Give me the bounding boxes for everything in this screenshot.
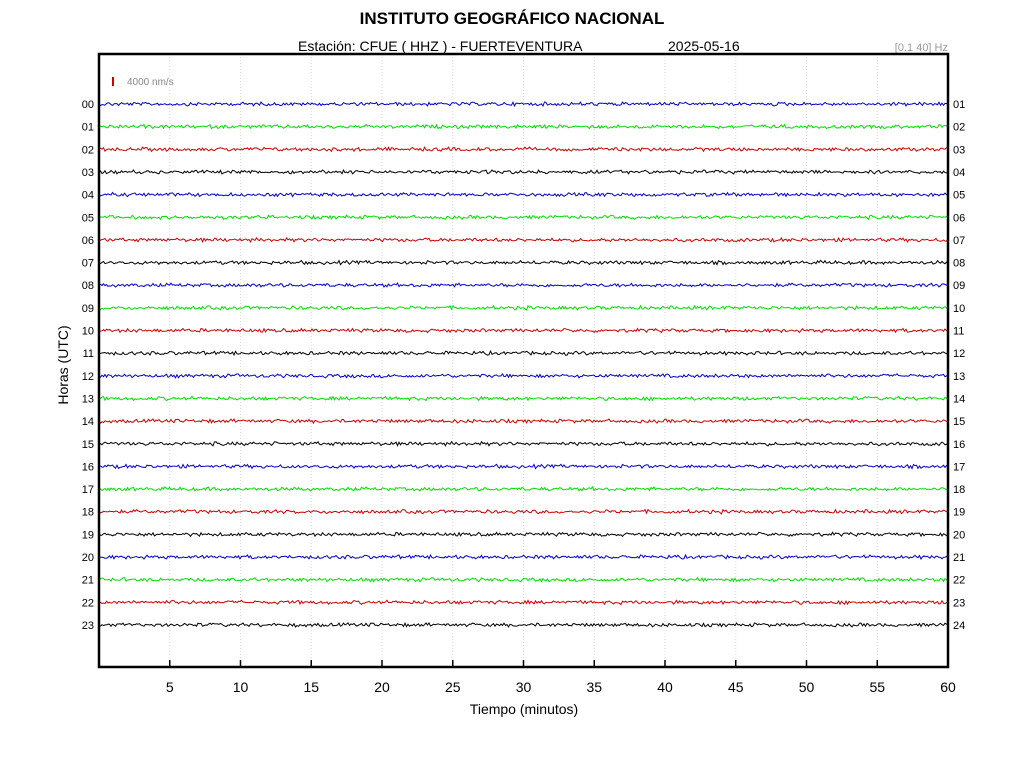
seismic-trace <box>98 531 949 538</box>
x-tick-label: 20 <box>374 679 390 695</box>
row-label-left: 20 <box>82 552 94 564</box>
row-label-right: 05 <box>953 190 965 202</box>
seismic-trace <box>98 123 949 130</box>
row-label-right: 16 <box>953 439 965 451</box>
row-label-left: 08 <box>82 280 94 292</box>
row-label-left: 02 <box>82 144 94 156</box>
row-label-right: 01 <box>953 99 965 111</box>
row-label-right: 03 <box>953 144 965 156</box>
row-label-right: 18 <box>953 484 965 496</box>
row-label-right: 17 <box>953 461 965 473</box>
row-label-right: 15 <box>953 416 965 428</box>
row-label-right: 08 <box>953 258 965 270</box>
chart-title: INSTITUTO GEOGRÁFICO NACIONAL <box>359 9 665 28</box>
x-tick-label: 55 <box>869 679 885 695</box>
row-label-left: 19 <box>82 529 94 541</box>
row-label-left: 21 <box>82 575 94 587</box>
row-label-left: 23 <box>82 620 94 632</box>
grid-lines <box>169 54 878 667</box>
seismic-trace <box>98 214 948 221</box>
seismic-trace <box>98 349 949 357</box>
x-tick-label: 35 <box>586 679 602 695</box>
date-label: 2025-05-16 <box>668 38 740 54</box>
seismic-trace <box>98 508 949 515</box>
row-label-left: 11 <box>83 348 94 360</box>
seismic-trace <box>98 373 949 379</box>
filter-band-label: [0.1 40] Hz <box>894 42 948 54</box>
x-axis-label: Tiempo (minutos) <box>470 701 578 717</box>
row-label-right: 07 <box>953 235 965 247</box>
row-label-right: 13 <box>953 371 965 383</box>
row-label-left: 01 <box>82 122 94 134</box>
row-label-left: 14 <box>82 416 94 428</box>
row-label-left: 22 <box>82 597 94 609</box>
row-label-left: 16 <box>82 461 94 473</box>
row-label-right: 14 <box>953 393 965 405</box>
row-label-left: 05 <box>82 212 94 224</box>
seismic-trace <box>98 576 949 583</box>
row-label-right: 24 <box>953 620 965 632</box>
x-tick-label: 45 <box>728 679 744 695</box>
row-label-right: 04 <box>953 167 965 179</box>
x-tick-label: 40 <box>657 679 673 695</box>
seismic-trace <box>98 304 949 311</box>
row-label-right: 21 <box>953 552 965 564</box>
seismic-trace <box>98 168 949 175</box>
station-label: Estación: CFUE ( HHZ ) - FUERTEVENTURA <box>298 38 583 54</box>
seismic-trace <box>98 236 949 243</box>
x-tick-label: 10 <box>233 679 249 695</box>
amplitude-scale: 4000 nm/s <box>112 77 174 88</box>
y-left-labels: 00 01 02 03 04 05 06 07 08 09 10 11 12 13 14 15 16 17 18 19… <box>82 99 94 632</box>
x-tick-label: 30 <box>516 679 532 695</box>
x-ticks: 5 10 15 20 25 30 35 40 45 50 55 60 <box>166 660 956 695</box>
row-label-left: 10 <box>82 326 94 338</box>
x-tick-label: 60 <box>940 679 956 695</box>
row-label-right: 02 <box>953 122 965 134</box>
x-tick-label: 5 <box>166 679 174 695</box>
row-label-left: 09 <box>82 303 94 315</box>
y-axis-label: Horas (UTC) <box>55 325 71 404</box>
row-label-left: 12 <box>82 371 94 383</box>
seismic-trace <box>98 440 949 447</box>
y-right-labels: 01 02 03 04 05 06 07 08 09 10 11 12 13 14 15 16 17 18 19 20… <box>953 99 965 632</box>
seismic-trace <box>98 327 949 334</box>
seismic-trace <box>98 599 949 606</box>
row-label-left: 18 <box>82 507 94 519</box>
row-label-right: 09 <box>953 280 965 292</box>
amplitude-scale-label: 4000 nm/s <box>127 77 174 88</box>
seismic-trace <box>98 146 949 153</box>
row-label-right: 20 <box>953 529 965 541</box>
row-label-left: 04 <box>82 190 94 202</box>
x-tick-label: 50 <box>799 679 815 695</box>
row-label-left: 03 <box>82 167 94 179</box>
seismic-trace <box>98 259 949 266</box>
row-label-right: 22 <box>953 575 965 587</box>
x-tick-label: 15 <box>303 679 319 695</box>
row-label-right: 10 <box>953 303 965 315</box>
row-label-left: 17 <box>82 484 94 496</box>
x-tick-label: 25 <box>445 679 461 695</box>
row-label-left: 13 <box>82 393 94 405</box>
seismic-trace <box>98 621 949 628</box>
trace-lines <box>98 100 949 628</box>
row-label-right: 06 <box>953 212 965 224</box>
row-label-right: 11 <box>953 326 964 338</box>
seismic-trace <box>98 553 949 561</box>
seismic-trace <box>98 100 949 108</box>
seismic-trace <box>98 485 948 492</box>
seismic-trace <box>98 282 948 288</box>
row-label-right: 19 <box>953 507 965 519</box>
row-label-right: 23 <box>953 597 965 609</box>
row-label-left: 07 <box>82 258 94 270</box>
row-label-left: 06 <box>82 235 94 247</box>
seismic-trace <box>98 191 949 198</box>
row-label-left: 15 <box>82 439 94 451</box>
row-label-left: 00 <box>82 99 94 111</box>
seismic-trace <box>98 463 949 470</box>
seismic-trace <box>98 395 949 402</box>
row-label-right: 12 <box>953 348 965 360</box>
seismic-trace <box>98 418 949 425</box>
